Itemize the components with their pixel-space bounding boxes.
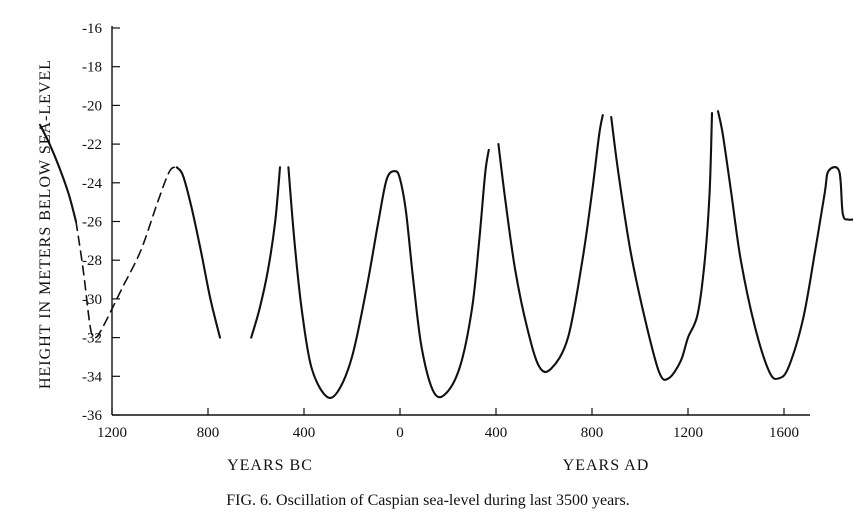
y-tick-label: -26 bbox=[82, 215, 102, 231]
y-tick-label: -30 bbox=[82, 292, 102, 308]
x-sublabel-ad: YEARS AD bbox=[563, 457, 650, 474]
x-sublabel-bc: YEARS BC bbox=[227, 457, 313, 474]
solid-segment-5 bbox=[497, 114, 604, 373]
y-tick-label: -32 bbox=[82, 331, 102, 347]
solid-segment-6 bbox=[610, 112, 714, 381]
axes bbox=[111, 26, 810, 416]
y-tick-label: -34 bbox=[82, 369, 102, 385]
y-tick-label: -22 bbox=[82, 137, 102, 153]
solid-segment-0 bbox=[38, 123, 78, 223]
y-axis-label: HEIGHT IN METERS BELOW SEA-LEVEL bbox=[37, 59, 54, 389]
x-tick-label: 800 bbox=[581, 425, 604, 441]
y-tick-label: -16 bbox=[82, 21, 102, 37]
x-tick-label: 800 bbox=[197, 425, 220, 441]
dashed-segment-1 bbox=[75, 166, 178, 339]
y-tick-label: -36 bbox=[82, 408, 102, 424]
x-tick-label: 1200 bbox=[97, 425, 127, 441]
solid-segment-2 bbox=[175, 166, 222, 339]
x-tick-label: 400 bbox=[485, 425, 508, 441]
series-curves bbox=[38, 110, 853, 399]
y-tick-label: -28 bbox=[82, 253, 102, 269]
x-tick-label: 1200 bbox=[673, 425, 703, 441]
y-tick-label: -18 bbox=[82, 60, 102, 76]
x-tick-label: 0 bbox=[396, 425, 404, 441]
x-tick-label: 400 bbox=[293, 425, 316, 441]
solid-segment-7 bbox=[716, 110, 853, 381]
solid-segment-4 bbox=[287, 148, 490, 399]
solid-segment-3 bbox=[250, 166, 282, 339]
y-tick-label: -20 bbox=[82, 98, 102, 114]
y-tick-label: -24 bbox=[82, 176, 102, 192]
x-tick-label: 1600 bbox=[769, 425, 799, 441]
figure-caption: FIG. 6. Oscillation of Caspian sea-level… bbox=[226, 492, 629, 509]
